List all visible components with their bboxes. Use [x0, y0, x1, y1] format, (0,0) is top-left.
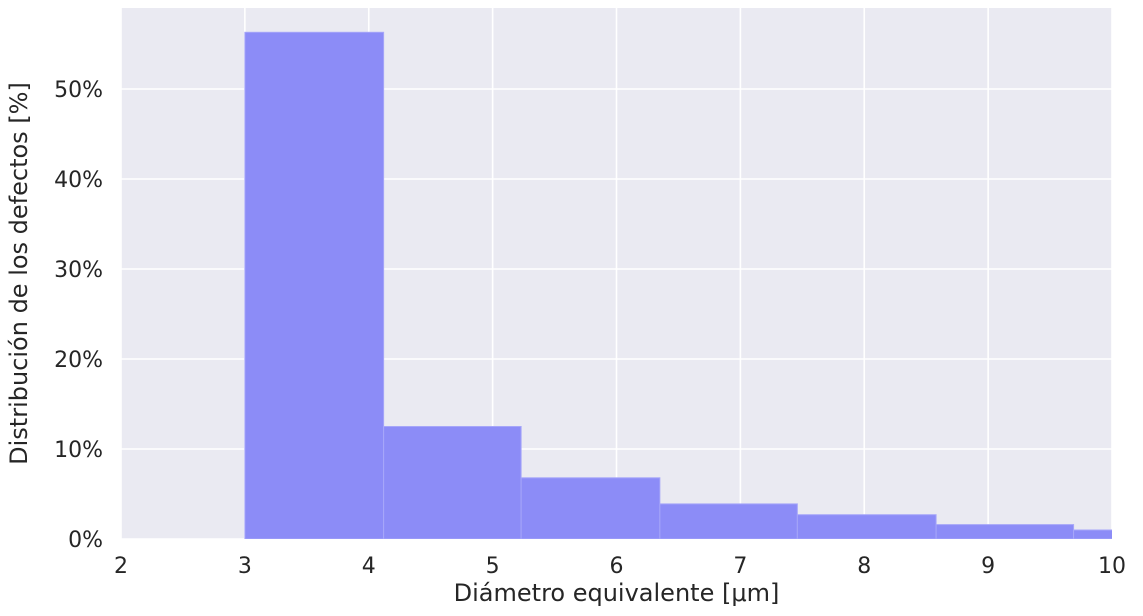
x-tick-label: 2: [114, 554, 128, 579]
y-axis-label: Distribución de los defectos [%]: [5, 82, 33, 465]
bars-group: [244, 31, 1112, 539]
x-tick-label: 8: [857, 554, 871, 579]
x-tick-label: 4: [362, 554, 376, 579]
y-tick-label: 20%: [54, 348, 103, 373]
histogram-bar: [383, 426, 522, 539]
y-tick-label: 50%: [54, 78, 103, 103]
histogram-bar: [796, 514, 937, 539]
y-tick-label: 40%: [54, 168, 103, 193]
x-tick-label: 10: [1098, 554, 1126, 579]
y-tick-label: 30%: [54, 258, 103, 283]
histogram-bar: [935, 524, 1075, 539]
y-tick-labels: 0% 10% 20% 30% 40% 50%: [54, 78, 103, 553]
histogram-bar: [244, 31, 385, 539]
histogram-bar: [520, 477, 661, 539]
histogram-bar: [1073, 529, 1112, 539]
x-tick-label: 3: [238, 554, 252, 579]
x-tick-labels: 2 3 4 5 6 7 8 9 10: [114, 554, 1126, 579]
x-tick-label: 5: [486, 554, 500, 579]
histogram-bar: [659, 503, 798, 539]
x-tick-label: 6: [610, 554, 624, 579]
x-tick-label: 7: [733, 554, 747, 579]
x-tick-label: 9: [981, 554, 995, 579]
x-axis-label: Diámetro equivalente [μm]: [454, 579, 780, 607]
y-tick-label: 0%: [68, 528, 103, 553]
y-tick-label: 10%: [54, 438, 103, 463]
